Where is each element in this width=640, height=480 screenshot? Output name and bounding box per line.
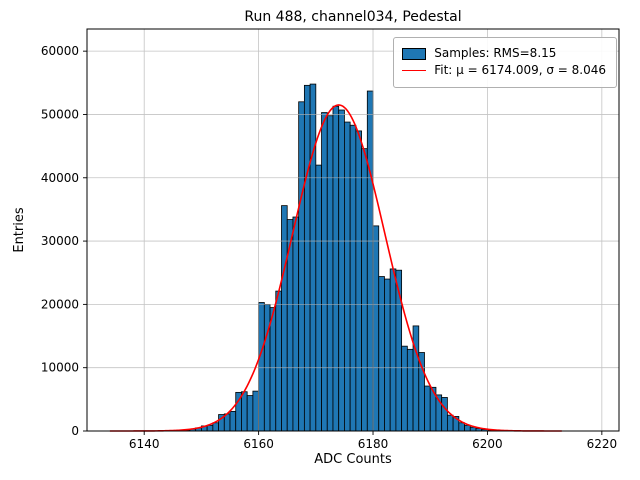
y-tick-label: 20000 (41, 297, 79, 311)
histogram-bar (366, 90, 374, 432)
histogram-bar (298, 101, 305, 432)
y-tick-label: 60000 (41, 44, 79, 58)
histogram-bar (401, 345, 408, 432)
histogram-bar (361, 148, 368, 432)
legend: Samples: RMS=8.15 Fit: μ = 6174.009, σ =… (393, 37, 617, 88)
histogram-bars (183, 83, 494, 432)
histogram-bar (315, 164, 322, 432)
fit-curve (109, 104, 562, 432)
histogram-bar (355, 130, 362, 432)
histogram-bar (241, 391, 248, 432)
x-tick-label: 6160 (243, 437, 274, 451)
histogram-bar (389, 268, 397, 432)
chart-title: Run 488, channel034, Pedestal (244, 9, 462, 25)
histogram-bar (412, 325, 420, 432)
histogram-bar (372, 225, 380, 432)
histogram-bar (464, 424, 471, 432)
y-tick-label: 40000 (41, 171, 79, 185)
histogram-bar (384, 278, 391, 432)
histogram-bar (424, 385, 431, 432)
x-tick-label: 6200 (472, 437, 503, 451)
histogram-bar (212, 422, 219, 432)
histogram-bar (406, 348, 414, 432)
histogram-bar (338, 109, 345, 432)
histogram-bar (206, 424, 214, 432)
axes-frame (86, 28, 620, 432)
histogram-bar (446, 414, 454, 432)
histogram-bar (441, 397, 448, 432)
legend-item-samples: Samples: RMS=8.15 (402, 46, 606, 61)
histogram-bar (309, 83, 317, 432)
x-tick-label: 6220 (587, 437, 618, 451)
histogram-bar (258, 302, 265, 432)
histogram-bar (269, 307, 277, 432)
histogram-bar (321, 112, 328, 432)
y-tick-label: 30000 (41, 234, 79, 248)
legend-item-fit: Fit: μ = 6174.009, σ = 8.046 (402, 62, 606, 78)
histogram-bar (378, 276, 385, 432)
histogram-bar (292, 216, 300, 432)
histogram-swatch-icon (402, 47, 427, 60)
fit-line-swatch-icon (402, 70, 427, 72)
x-tick-label: 6140 (129, 437, 160, 451)
x-tick-label: 6180 (358, 437, 389, 451)
histogram-bar (252, 390, 260, 432)
histogram-bar (229, 410, 237, 432)
y-tick-label: 0 (71, 424, 79, 438)
x-axis-label: ADC Counts (314, 452, 392, 467)
histogram-bar (458, 422, 465, 432)
histogram-bar (326, 115, 334, 432)
histogram-bar (246, 395, 254, 432)
histogram-bar (303, 84, 311, 432)
histogram-bar (349, 124, 357, 432)
grid-lines (87, 29, 619, 431)
y-tick-label: 10000 (41, 361, 79, 375)
tick-labels: 6140 6160 6180 6200 6220 0 10000 20000 30000 4000… (41, 44, 617, 451)
y-axis-label: Entries (12, 207, 27, 253)
histogram-bar (275, 290, 282, 432)
histogram-bar (332, 105, 340, 432)
histogram-bar (281, 205, 288, 432)
legend-label-samples: Samples: RMS=8.15 (434, 46, 557, 60)
y-tick-label: 50000 (41, 107, 79, 121)
histogram-bar (344, 121, 351, 432)
histogram-bar (418, 352, 425, 432)
legend-label-fit: Fit: μ = 6174.009, σ = 8.046 (434, 62, 606, 77)
